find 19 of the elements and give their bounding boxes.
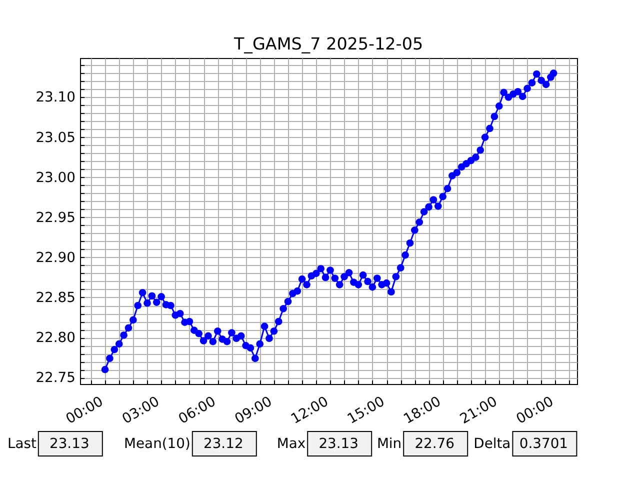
text: Max xyxy=(276,436,306,452)
y-tick-label: 22.85 xyxy=(36,290,76,306)
text: Min xyxy=(376,436,402,452)
text: 23.13 xyxy=(50,436,90,452)
text: Delta xyxy=(474,436,511,452)
y-tick-label: 23.10 xyxy=(36,90,76,106)
y-tick-label: 22.90 xyxy=(36,250,76,266)
y-tick-label: 22.75 xyxy=(36,370,76,386)
y-tick-label: 22.95 xyxy=(36,210,76,226)
chart-title: T_GAMS_7 2025-12-05 xyxy=(232,33,424,54)
text: 22.76 xyxy=(414,436,454,452)
y-tick-label: 23.05 xyxy=(36,130,76,146)
text: Mean(10) xyxy=(124,436,190,452)
y-tick-label: 22.80 xyxy=(36,330,76,346)
text: Last xyxy=(7,436,37,452)
text: 0.3701 xyxy=(519,436,568,452)
text: 23.12 xyxy=(204,436,244,452)
text: 23.13 xyxy=(318,436,358,452)
y-tick-label: 23.00 xyxy=(36,170,76,186)
